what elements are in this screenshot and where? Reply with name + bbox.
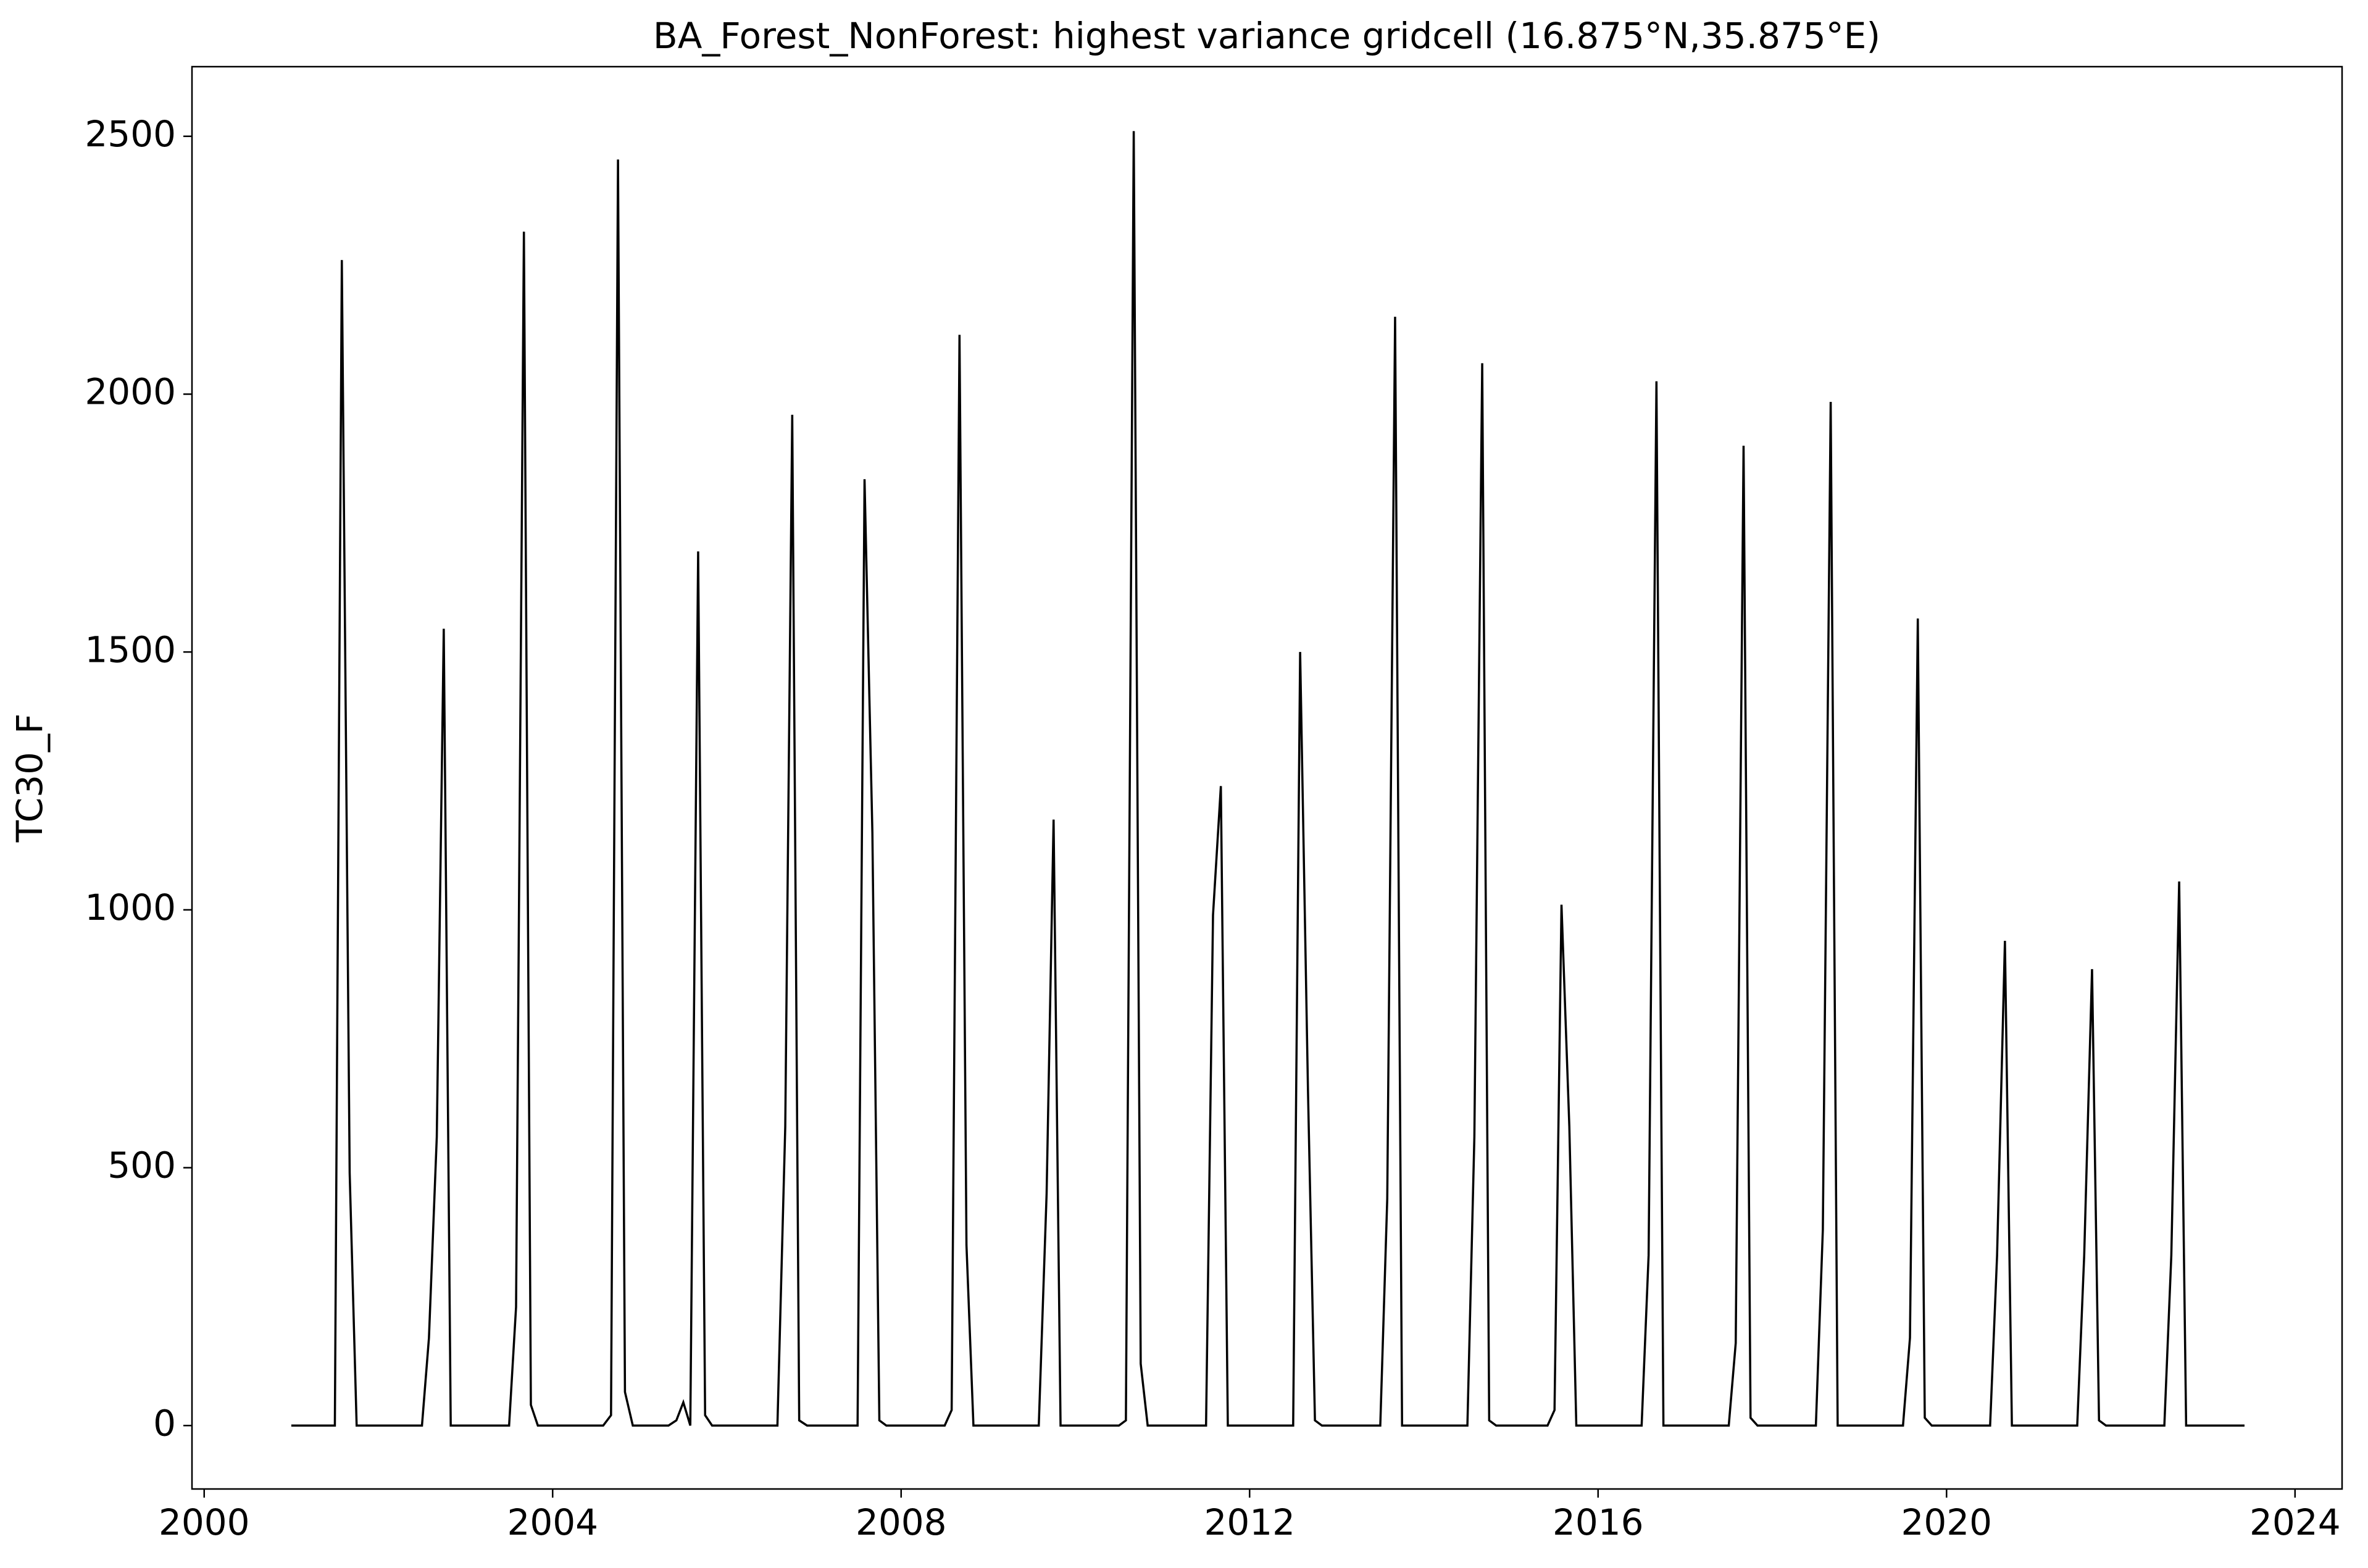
x-tick-label: 2012 [1204, 1501, 1295, 1543]
x-tick-label: 2000 [159, 1501, 250, 1543]
data-line [291, 131, 2245, 1427]
plot-frame [191, 65, 2343, 1490]
y-tick-label: 2000 [85, 371, 176, 413]
y-tick-label: 0 [153, 1402, 176, 1444]
x-tick-label: 2008 [856, 1501, 947, 1543]
y-tick-label: 2500 [85, 113, 176, 155]
y-tick-label: 1000 [85, 886, 176, 928]
x-tick-label: 2024 [2249, 1501, 2341, 1543]
y-tick-label: 500 [107, 1145, 176, 1186]
y-tick-label: 1500 [85, 628, 176, 670]
chart-title: BA_Forest_NonForest: highest variance gr… [653, 15, 1880, 57]
x-tick-label: 2016 [1553, 1501, 1644, 1543]
x-tick-label: 2004 [507, 1501, 598, 1543]
x-tick-label: 2020 [1901, 1501, 1992, 1543]
y-axis-label: TC30_F [9, 714, 51, 843]
